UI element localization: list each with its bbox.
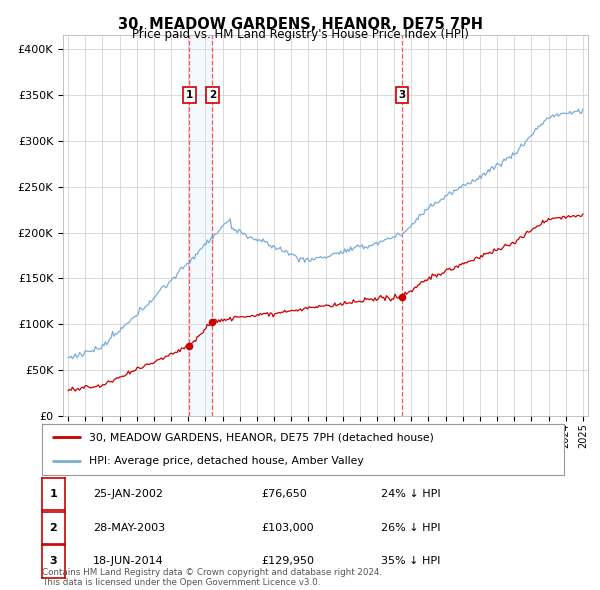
Text: 1: 1 bbox=[50, 489, 57, 499]
Text: £129,950: £129,950 bbox=[261, 556, 314, 566]
Text: 30, MEADOW GARDENS, HEANOR, DE75 7PH (detached house): 30, MEADOW GARDENS, HEANOR, DE75 7PH (de… bbox=[89, 432, 434, 442]
Text: 18-JUN-2014: 18-JUN-2014 bbox=[93, 556, 164, 566]
Text: 24% ↓ HPI: 24% ↓ HPI bbox=[381, 489, 440, 499]
Text: 25-JAN-2002: 25-JAN-2002 bbox=[93, 489, 163, 499]
Text: 30, MEADOW GARDENS, HEANOR, DE75 7PH: 30, MEADOW GARDENS, HEANOR, DE75 7PH bbox=[118, 17, 482, 31]
Bar bbox=[190, 35, 212, 416]
Text: 3: 3 bbox=[50, 556, 57, 566]
Text: £103,000: £103,000 bbox=[261, 523, 314, 533]
Text: Price paid vs. HM Land Registry's House Price Index (HPI): Price paid vs. HM Land Registry's House … bbox=[131, 28, 469, 41]
Text: 2: 2 bbox=[209, 90, 216, 100]
Text: 1: 1 bbox=[186, 90, 193, 100]
Text: 2: 2 bbox=[50, 523, 57, 533]
Text: 35% ↓ HPI: 35% ↓ HPI bbox=[381, 556, 440, 566]
Text: HPI: Average price, detached house, Amber Valley: HPI: Average price, detached house, Ambe… bbox=[89, 456, 364, 466]
Text: 3: 3 bbox=[398, 90, 406, 100]
Text: Contains HM Land Registry data © Crown copyright and database right 2024.
This d: Contains HM Land Registry data © Crown c… bbox=[42, 568, 382, 587]
Text: £76,650: £76,650 bbox=[261, 489, 307, 499]
Text: 26% ↓ HPI: 26% ↓ HPI bbox=[381, 523, 440, 533]
Text: 28-MAY-2003: 28-MAY-2003 bbox=[93, 523, 165, 533]
